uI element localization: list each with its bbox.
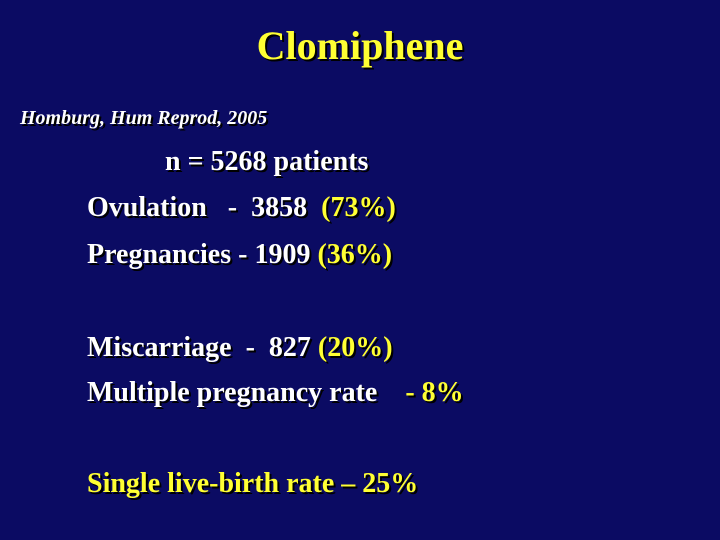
pregnancies-line: Pregnancies - 1909 (36%): [87, 238, 392, 272]
ovulation-label: Ovulation - 3858: [87, 192, 322, 223]
patients-count-line: n = 5268 patients: [165, 145, 368, 179]
slide-title: Clomiphene: [256, 23, 464, 68]
multiple-pregnancy-label: Multiple pregnancy rate: [87, 377, 406, 408]
miscarriage-line: Miscarriage - 827 (20%): [87, 331, 393, 365]
multiple-pregnancy-percentage: - 8%: [405, 377, 464, 408]
miscarriage-label: Miscarriage - 827: [87, 332, 318, 363]
miscarriage-percentage: (20%): [317, 332, 393, 363]
single-live-birth-line: Single live-birth rate – 25%: [87, 467, 418, 501]
ovulation-line: Ovulation - 3858 (73%): [87, 191, 396, 225]
single-live-birth-text: Single live-birth rate – 25%: [87, 468, 419, 499]
citation: Homburg, Hum Reprod, 2005: [20, 107, 268, 129]
pregnancies-label: Pregnancies - 1909: [87, 239, 318, 270]
patients-count-text: n = 5268 patients: [165, 146, 369, 177]
multiple-pregnancy-line: Multiple pregnancy rate - 8%: [87, 376, 464, 410]
ovulation-percentage: (73%): [321, 192, 396, 223]
pregnancies-percentage: (36%): [317, 239, 393, 270]
